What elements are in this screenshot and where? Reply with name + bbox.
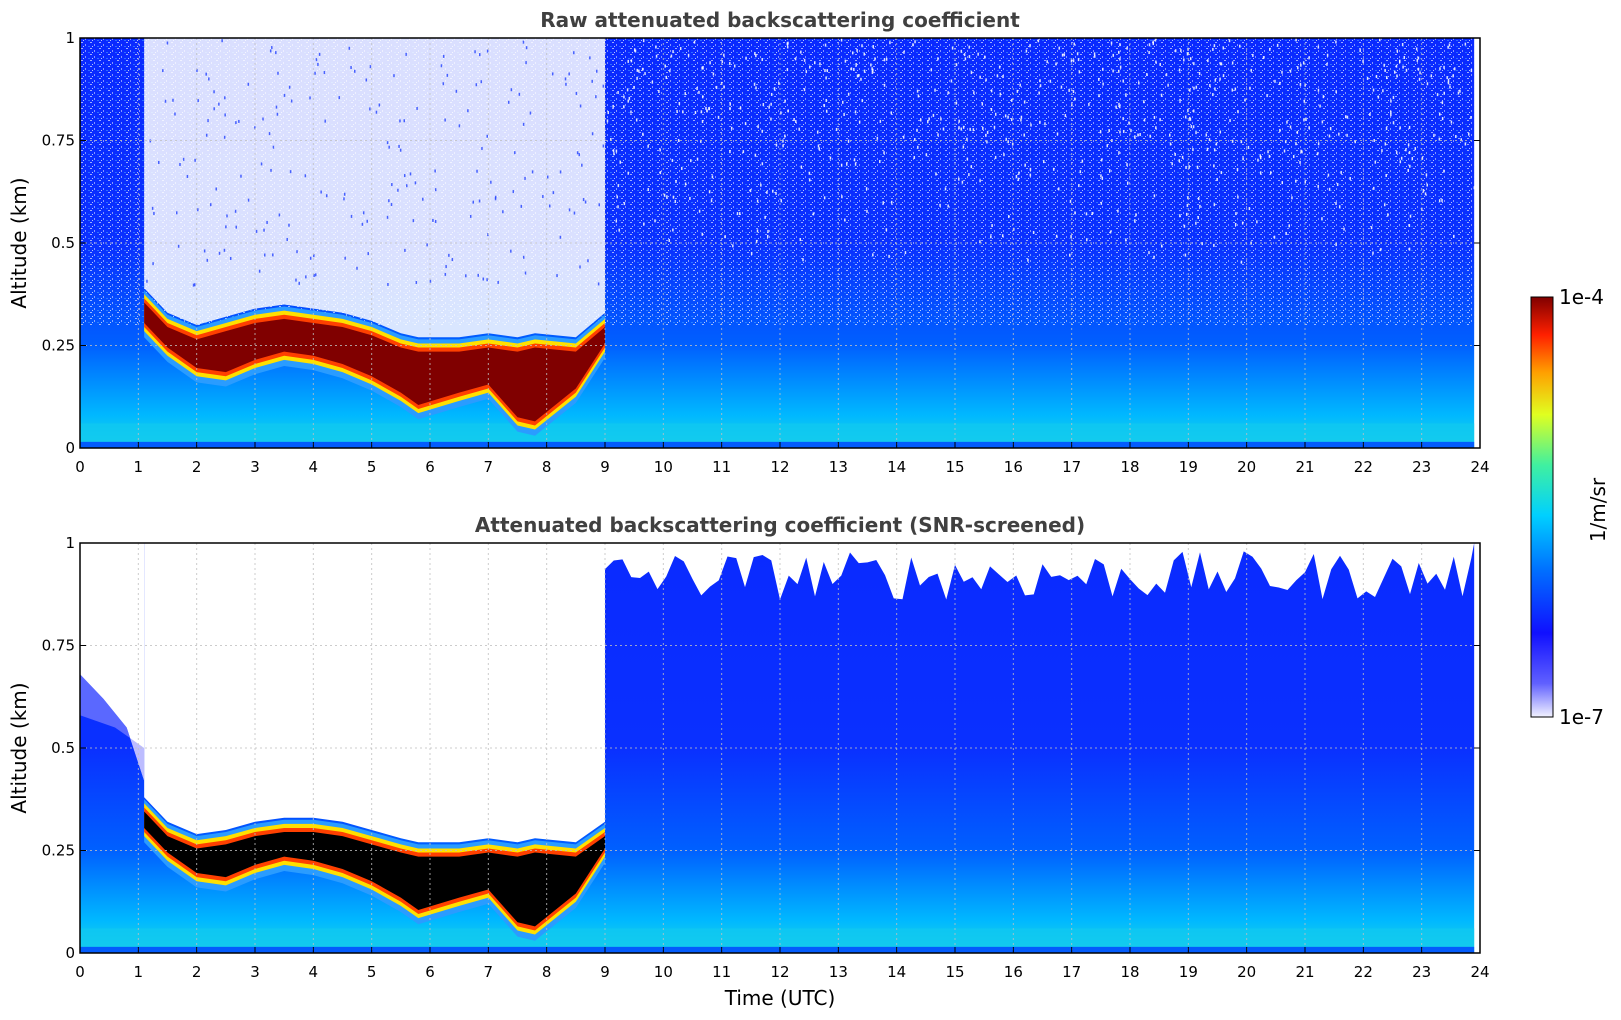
x-tick-label: 11	[712, 458, 731, 476]
x-tick-label: 10	[654, 458, 673, 476]
x-tick-label: 1	[134, 458, 144, 476]
x-tick-label: 3	[250, 458, 260, 476]
y-axis-label: Altitude (km)	[7, 177, 31, 308]
x-tick-label: 6	[425, 458, 435, 476]
x-tick-label: 16	[1004, 963, 1023, 981]
x-tick-label: 1	[134, 963, 144, 981]
x-tick-label: 18	[1120, 458, 1139, 476]
x-tick-label: 4	[309, 963, 319, 981]
x-tick-label: 2	[192, 458, 202, 476]
y-tick-label: 0.75	[42, 637, 75, 655]
x-tick-label: 14	[887, 458, 906, 476]
panel-raw: Raw attenuated backscattering coefficien…	[7, 8, 1490, 476]
y-axis: 0 0.25 0.5 0.75 1	[42, 29, 1480, 457]
x-tick-label: 13	[829, 458, 848, 476]
ground-line	[80, 441, 1475, 448]
colorbar-min-label: 1e-7	[1559, 705, 1604, 729]
x-axis: 0 1 2 3 4 5 6 7 8 9 10 11 12 13 14 15 16 17 18 19 20 21 22 23 24	[75, 442, 1490, 476]
colorbar-max-label: 1e-4	[1559, 285, 1604, 309]
y-tick-label: 1	[65, 29, 75, 47]
cloud-core	[144, 302, 605, 422]
x-tick-label: 5	[367, 458, 377, 476]
x-tick-label: 14	[887, 963, 906, 981]
x-tick-label: 9	[600, 963, 610, 981]
x-tick-label: 9	[600, 458, 610, 476]
x-tick-label: 7	[484, 963, 494, 981]
x-tick-label: 17	[1062, 458, 1081, 476]
colorbar: 1e-4 1e-7 1/m/sr	[1530, 285, 1610, 729]
x-tick-label: 16	[1004, 458, 1023, 476]
y-axis: 0 0.25 0.5 0.75 1	[42, 534, 1480, 962]
clear-sky-region	[144, 543, 605, 843]
x-tick-label: 15	[945, 963, 964, 981]
x-tick-label: 8	[542, 458, 552, 476]
x-tick-label: 21	[1295, 458, 1314, 476]
x-tick-label: 5	[367, 963, 377, 981]
x-tick-label: 10	[654, 963, 673, 981]
chart-title: Attenuated backscattering coefficient (S…	[475, 513, 1085, 537]
x-tick-label: 8	[542, 963, 552, 981]
x-tick-label: 22	[1354, 963, 1373, 981]
colorbar-scale	[1530, 296, 1554, 718]
x-tick-label: 19	[1179, 458, 1198, 476]
x-tick-label: 12	[770, 458, 789, 476]
y-tick-label: 1	[65, 534, 75, 552]
x-axis-label: Time (UTC)	[724, 986, 836, 1010]
y-tick-label: 0	[65, 439, 75, 457]
x-tick-label: 24	[1470, 458, 1489, 476]
x-tick-label: 24	[1470, 963, 1489, 981]
cloud-core	[144, 811, 605, 927]
screened-region	[80, 543, 145, 781]
x-tick-label: 4	[309, 458, 319, 476]
x-tick-label: 20	[1237, 963, 1256, 981]
x-tick-label: 7	[484, 458, 494, 476]
clear-sky-region	[144, 38, 605, 338]
x-tick-label: 3	[250, 963, 260, 981]
chart-title: Raw attenuated backscattering coefficien…	[540, 8, 1020, 32]
x-tick-label: 15	[945, 458, 964, 476]
weak-signal-region	[80, 674, 145, 781]
x-tick-label: 12	[770, 963, 789, 981]
x-tick-label: 21	[1295, 963, 1314, 981]
x-tick-label: 23	[1412, 458, 1431, 476]
x-tick-label: 20	[1237, 458, 1256, 476]
y-tick-label: 0.5	[51, 739, 75, 757]
x-tick-label: 23	[1412, 963, 1431, 981]
x-tick-label: 18	[1120, 963, 1139, 981]
y-tick-label: 0.25	[42, 842, 75, 860]
x-tick-label: 6	[425, 963, 435, 981]
panel-screened: Attenuated backscattering coefficient (S…	[7, 513, 1490, 1010]
x-axis: 0 1 2 3 4 5 6 7 8 9 10 11 12 13 14 15 16 17 18 19 20 21 22 23 24	[75, 947, 1490, 981]
y-tick-label: 0.25	[42, 337, 75, 355]
grid-lines	[80, 38, 1480, 448]
y-axis-label: Altitude (km)	[7, 682, 31, 813]
ground-line	[80, 946, 1475, 953]
y-tick-label: 0.75	[42, 132, 75, 150]
colorbar-unit-label: 1/m/sr	[1586, 477, 1610, 542]
x-tick-label: 17	[1062, 963, 1081, 981]
y-tick-label: 0	[65, 944, 75, 962]
x-tick-label: 13	[829, 963, 848, 981]
grid-lines	[80, 543, 1480, 953]
y-tick-label: 0.5	[51, 234, 75, 252]
x-tick-label: 0	[75, 458, 85, 476]
x-tick-label: 22	[1354, 458, 1373, 476]
x-tick-label: 19	[1179, 963, 1198, 981]
x-tick-label: 11	[712, 963, 731, 981]
x-tick-label: 0	[75, 963, 85, 981]
x-tick-label: 2	[192, 963, 202, 981]
screened-top	[605, 543, 1475, 600]
